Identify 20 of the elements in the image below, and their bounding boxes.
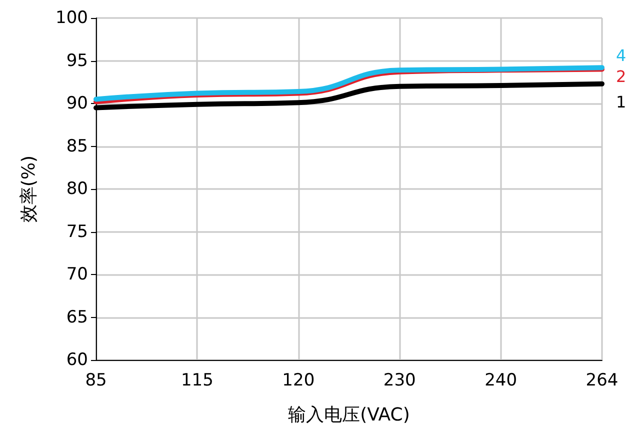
- y-tick-label: 95: [66, 50, 88, 71]
- y-tick-label: 85: [66, 136, 88, 156]
- y-axis-title: 效率(%): [18, 155, 40, 223]
- y-tick-label: 90: [66, 94, 88, 114]
- y-tick-label: 60: [66, 350, 88, 370]
- x-tick-label: 120: [282, 370, 315, 390]
- series-label: 2: [616, 66, 626, 86]
- x-tick-label: 115: [180, 370, 214, 390]
- x-tick-label: 264: [586, 370, 618, 390]
- series-label: 1: [616, 92, 626, 112]
- y-tick-label: 75: [66, 222, 88, 242]
- y-tick-label: 65: [66, 307, 88, 328]
- series-label: 4: [616, 46, 626, 66]
- x-tick-label: 240: [484, 370, 518, 390]
- x-axis-title: 输入电压(VAC): [288, 404, 410, 426]
- x-tick-label: 85: [85, 370, 107, 390]
- y-tick-label: 80: [66, 179, 88, 199]
- x-tick-label: 230: [383, 370, 416, 390]
- y-tick-label: 70: [66, 264, 88, 284]
- y-tick-label: 100: [56, 8, 88, 28]
